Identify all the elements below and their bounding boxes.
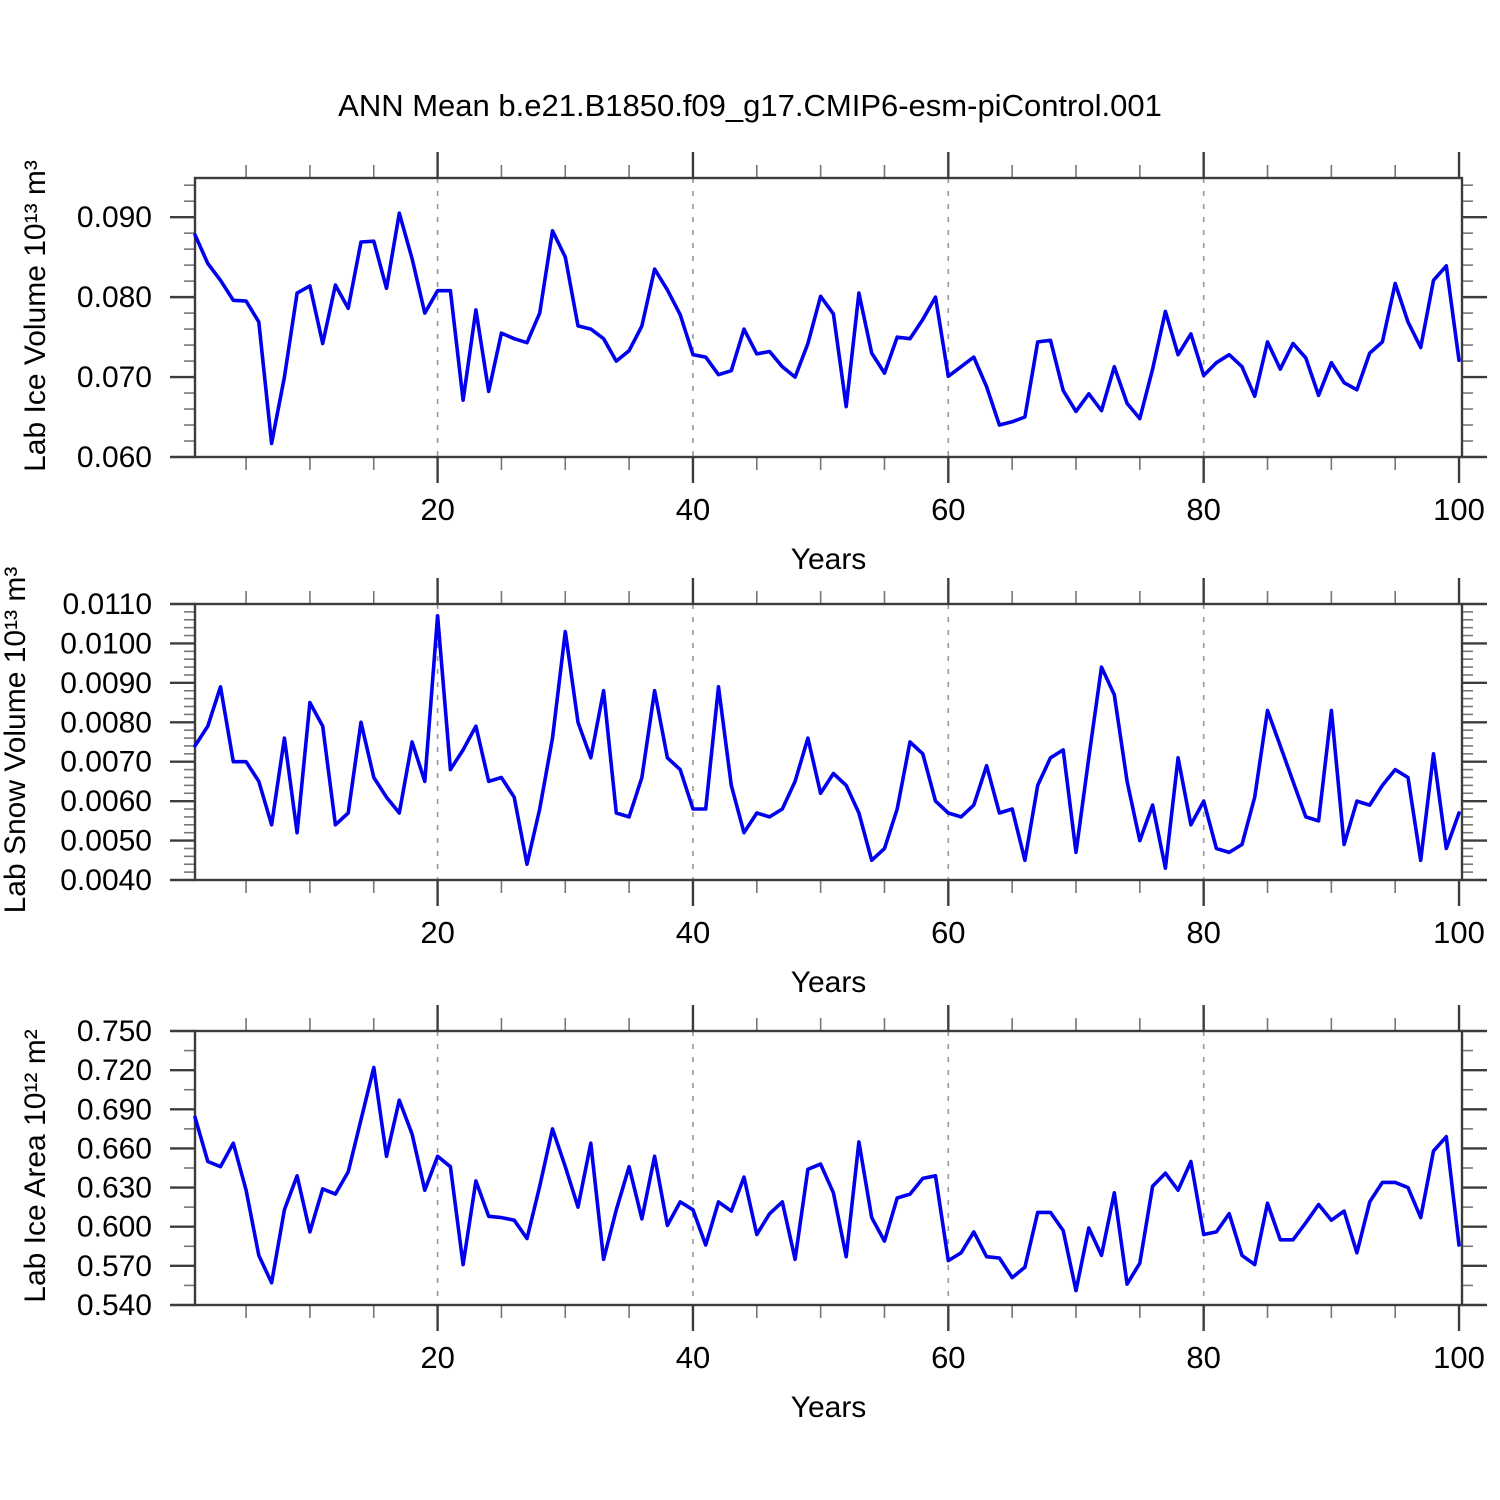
lab-ice-volume-series-line [193, 211, 1461, 446]
y-axis-title-ice-area: Lab Ice Area 10¹² m² [19, 1029, 52, 1303]
x-axis-title-years-2: Years [790, 966, 867, 999]
lab-ice-area-series-line [193, 1065, 1461, 1293]
y-tick-label: 0.630 [77, 1172, 152, 1205]
y-tick-label: 0.0110 [62, 588, 152, 621]
x-tick-label: 40 [676, 492, 710, 527]
figure-title: ANN Mean b.e21.B1850.f09_g17.CMIP6-esm-p… [338, 88, 1162, 123]
plot-frame [193, 1029, 1464, 1307]
x-tick-label: 20 [420, 915, 454, 950]
y-tick-label: 0.080 [77, 281, 152, 314]
x-tick-label: 80 [1186, 1340, 1220, 1375]
y-tick-label: 0.540 [77, 1289, 152, 1322]
x-tick-label: 100 [1433, 492, 1485, 527]
y-tick-label: 0.070 [77, 361, 152, 394]
y-tick-label: 0.0040 [60, 864, 152, 897]
y-tick-label: 0.090 [77, 201, 152, 234]
y-tick-label: 0.0050 [60, 825, 152, 858]
x-tick-label: 20 [420, 492, 454, 527]
x-tick-label: 40 [676, 915, 710, 950]
y-tick-label: 0.720 [77, 1054, 152, 1087]
y-tick-label: 0.750 [77, 1015, 152, 1048]
plot-lab-snow-volume: 20 40 60 80 100 0.0040 0.0050 0.0060 0.0070 0.008… [60, 578, 1487, 950]
lab-snow-volume-series-line [193, 613, 1461, 871]
plot-lab-ice-volume: 20 40 60 80 100 0.060 0.070 0.080 0.090 [77, 152, 1487, 527]
x-tick-label: 80 [1186, 915, 1220, 950]
x-tick-label: 60 [931, 1340, 965, 1375]
y-tick-label: 0.0060 [60, 785, 152, 818]
y-tick-label: 0.0090 [60, 667, 152, 700]
x-axis-title-years-1: Years [790, 543, 867, 576]
plot-lab-ice-area: 20 40 60 80 100 0.540 0.570 0.600 0.630 0.660 0.69… [77, 1005, 1487, 1375]
x-tick-label: 60 [931, 492, 965, 527]
y-tick-label: 0.690 [77, 1093, 152, 1126]
x-tick-label: 60 [931, 915, 965, 950]
plot-frame [193, 602, 1464, 882]
y-tick-label: 0.0080 [60, 706, 152, 739]
x-tick-label: 100 [1433, 915, 1485, 950]
y-tick-label: 0.570 [77, 1250, 152, 1283]
x-axis-title-years-3: Years [790, 1391, 867, 1424]
y-tick-label: 0.660 [77, 1132, 152, 1165]
x-tick-label: 40 [676, 1340, 710, 1375]
plot-frame [193, 176, 1464, 459]
x-tick-label: 100 [1433, 1340, 1485, 1375]
y-tick-label: 0.060 [77, 441, 152, 474]
y-axis-title-snow-volume: Lab Snow Volume 10¹³ m³ [0, 566, 32, 914]
y-tick-label: 0.600 [77, 1211, 152, 1244]
y-tick-label: 0.0070 [60, 746, 152, 779]
x-tick-label: 20 [420, 1340, 454, 1375]
y-tick-label: 0.0100 [60, 627, 152, 660]
x-tick-label: 80 [1186, 492, 1220, 527]
